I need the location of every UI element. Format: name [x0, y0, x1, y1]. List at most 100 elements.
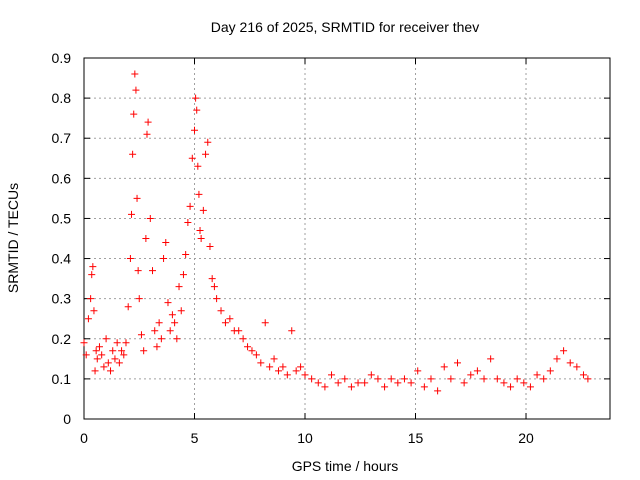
- y-tick-label: 0.1: [52, 371, 72, 387]
- data-point: [301, 371, 309, 379]
- x-tick-label: 0: [80, 430, 88, 446]
- data-point: [579, 371, 587, 379]
- data-point: [473, 367, 481, 375]
- data-point: [454, 359, 462, 367]
- data-point: [157, 335, 165, 343]
- data-point: [210, 283, 218, 291]
- data-point: [292, 367, 300, 375]
- data-point: [92, 347, 100, 355]
- data-point: [160, 255, 168, 263]
- data-point: [95, 343, 103, 351]
- data-point: [129, 150, 137, 158]
- data-point: [266, 363, 274, 371]
- data-point: [193, 106, 201, 114]
- data-point: [107, 367, 115, 375]
- data-point: [460, 379, 468, 387]
- plot-frame: [83, 57, 611, 420]
- data-point: [149, 267, 157, 275]
- data-point: [553, 355, 561, 363]
- data-point: [235, 327, 243, 335]
- data-point: [361, 379, 369, 387]
- data-point: [394, 379, 402, 387]
- data-point: [196, 226, 204, 234]
- data-point: [213, 295, 221, 303]
- y-tick-label: 0.6: [52, 170, 72, 186]
- data-point: [88, 271, 96, 279]
- data-point: [137, 331, 145, 339]
- data-point: [192, 94, 200, 102]
- data-point: [91, 367, 99, 375]
- data-point: [252, 351, 260, 359]
- data-point: [162, 239, 170, 247]
- data-point: [308, 375, 316, 383]
- data-point: [257, 359, 265, 367]
- data-point: [341, 375, 349, 383]
- data-point: [130, 110, 138, 118]
- data-point: [113, 339, 121, 347]
- data-point: [354, 379, 362, 387]
- data-point: [155, 319, 163, 327]
- data-point: [573, 363, 581, 371]
- data-point: [560, 347, 568, 355]
- data-point: [173, 335, 181, 343]
- data-point: [297, 363, 305, 371]
- x-tick-label: 15: [408, 430, 424, 446]
- data-point: [407, 379, 415, 387]
- data-point: [134, 267, 142, 275]
- data-point: [120, 351, 128, 359]
- data-point: [132, 86, 140, 94]
- data-point: [400, 375, 408, 383]
- y-tick-label: 0.2: [52, 331, 72, 347]
- data-point: [115, 359, 123, 367]
- data-point: [546, 367, 554, 375]
- data-point: [84, 315, 92, 323]
- data-point: [328, 371, 336, 379]
- data-point: [533, 371, 541, 379]
- data-point: [381, 383, 389, 391]
- data-point: [143, 130, 151, 138]
- data-point: [80, 339, 88, 347]
- data-point: [440, 363, 448, 371]
- y-tick-label: 0.3: [52, 291, 72, 307]
- data-point: [434, 387, 442, 395]
- data-point: [374, 375, 382, 383]
- data-point: [208, 275, 216, 283]
- data-point: [420, 383, 428, 391]
- data-point: [90, 307, 98, 315]
- data-point: [122, 339, 130, 347]
- data-point: [584, 375, 592, 383]
- data-point: [239, 335, 247, 343]
- data-point: [288, 327, 296, 335]
- data-point: [142, 235, 150, 242]
- data-point: [184, 218, 192, 226]
- y-tick-label: 0.4: [52, 251, 72, 267]
- y-tick-label: 0: [63, 411, 71, 427]
- data-point: [197, 235, 205, 242]
- data-point: [321, 383, 329, 391]
- data-point: [513, 375, 521, 383]
- data-point: [166, 327, 174, 335]
- data-point: [118, 347, 126, 355]
- data-point: [467, 371, 475, 379]
- data-point: [109, 347, 117, 355]
- data-point: [347, 383, 355, 391]
- y-tick-label: 0.9: [52, 50, 72, 66]
- data-point: [186, 202, 194, 210]
- data-point: [195, 190, 203, 198]
- data-point: [480, 375, 488, 383]
- data-point: [133, 194, 141, 202]
- data-points: [80, 70, 592, 395]
- data-point: [414, 367, 422, 375]
- data-point: [248, 347, 256, 355]
- data-point: [487, 355, 495, 363]
- y-tick-label: 0.5: [52, 210, 72, 226]
- data-point: [367, 371, 375, 379]
- data-point: [140, 347, 148, 355]
- x-tick-label: 5: [191, 430, 199, 446]
- grid: [84, 58, 610, 419]
- data-point: [226, 315, 234, 323]
- data-point: [191, 126, 199, 134]
- data-point: [334, 379, 342, 387]
- data-point: [447, 375, 455, 383]
- data-point: [199, 206, 207, 214]
